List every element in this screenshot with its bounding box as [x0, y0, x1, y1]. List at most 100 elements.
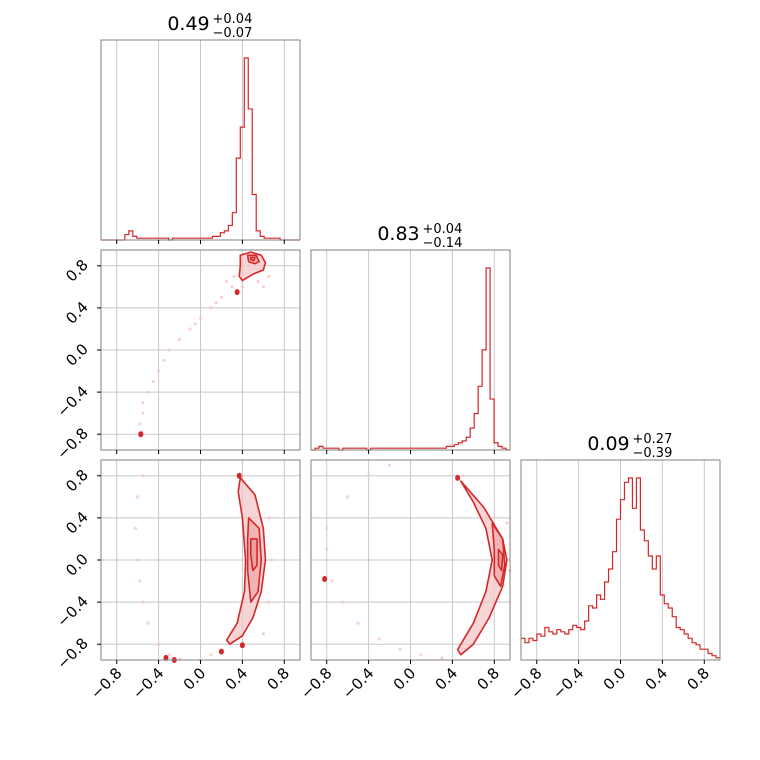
- histogram-3: [521, 477, 720, 659]
- sample-point: [157, 642, 161, 646]
- x-tick-label: −0.4: [129, 664, 167, 702]
- sample-point: [214, 301, 218, 305]
- sample-point: [261, 632, 265, 636]
- sample-point: [505, 521, 509, 525]
- param-title-lower-2: −0.14: [423, 236, 463, 251]
- sample-point: [167, 653, 171, 657]
- x-tick-label: 0.8: [684, 664, 714, 694]
- sample-point: [461, 474, 465, 478]
- sample-point: [151, 379, 155, 384]
- sample-point: [209, 306, 213, 310]
- sample-point: [136, 495, 140, 499]
- sample-point: [141, 401, 145, 405]
- y-tick-label: 0.0: [62, 340, 92, 370]
- sample-point: [219, 295, 224, 299]
- x-tick-label: −0.4: [339, 664, 377, 702]
- density-blob: [236, 472, 242, 479]
- sample-point: [261, 285, 265, 289]
- density-blob: [322, 575, 328, 582]
- param-title-3: 0.09: [587, 433, 629, 455]
- sample-point: [167, 348, 171, 352]
- sample-point: [419, 653, 423, 657]
- x-tick-label: 0.0: [390, 664, 420, 694]
- sample-point: [325, 547, 329, 552]
- sample-point: [256, 279, 260, 284]
- density-blob: [218, 648, 224, 655]
- sample-point: [387, 463, 392, 467]
- y-tick-label: 0.0: [62, 550, 92, 580]
- sample-point: [367, 474, 371, 478]
- sample-point: [377, 637, 381, 641]
- x-tick-label: 0.8: [264, 664, 294, 694]
- x-tick-label: −0.8: [87, 664, 125, 702]
- contour-level-1: [225, 477, 267, 646]
- x-tick-label: 0.8: [474, 664, 504, 694]
- sample-point: [141, 411, 145, 415]
- y-tick-label: −0.4: [53, 382, 91, 420]
- sample-point: [177, 337, 182, 342]
- y-tick-label: −0.8: [53, 424, 91, 462]
- sample-point: [225, 279, 229, 284]
- y-tick-label: 0.4: [62, 298, 92, 328]
- sample-point: [138, 579, 142, 583]
- param-title-1: 0.49: [167, 13, 209, 35]
- param-title-upper-3: +0.27: [633, 432, 673, 447]
- sample-point: [146, 621, 150, 625]
- sample-point: [266, 274, 271, 278]
- sample-point: [138, 422, 142, 426]
- sample-point: [232, 274, 236, 278]
- x-tick-label: −0.8: [507, 664, 545, 702]
- data-layer: [101, 57, 720, 663]
- sample-point: [188, 327, 192, 331]
- param-title-upper-2: +0.04: [423, 222, 463, 237]
- sample-point: [141, 600, 145, 604]
- param-title-lower-3: −0.39: [633, 446, 673, 461]
- y-tick-label: −0.8: [53, 634, 91, 672]
- sample-point: [198, 316, 203, 321]
- sample-point: [266, 600, 271, 604]
- sample-point: [330, 579, 334, 583]
- y-tick-label: 0.8: [62, 256, 92, 286]
- x-tick-label: 0.4: [222, 664, 252, 694]
- x-tick-label: −0.4: [549, 664, 587, 702]
- x-tick-label: 0.0: [180, 664, 210, 694]
- x-tick-label: 0.4: [432, 664, 462, 694]
- density-blob: [163, 654, 169, 661]
- density-blob: [234, 289, 240, 296]
- sample-point: [268, 516, 272, 520]
- x-tick-label: 0.0: [600, 664, 630, 694]
- frame-layer: [97, 39, 721, 664]
- x-tick-label: 0.4: [642, 664, 672, 694]
- y-tick-label: 0.4: [62, 508, 92, 538]
- y-tick-label: −0.4: [53, 592, 91, 630]
- sample-point: [146, 390, 150, 394]
- param-title-2: 0.83: [377, 223, 419, 245]
- sample-point: [141, 474, 145, 478]
- sample-point: [136, 558, 140, 562]
- sample-point: [346, 495, 350, 499]
- sample-point: [240, 285, 244, 289]
- sample-point: [230, 285, 234, 289]
- sample-point: [440, 656, 444, 660]
- contour-level-3: [497, 548, 504, 572]
- sample-point: [356, 621, 360, 625]
- sample-point: [325, 526, 329, 531]
- contour-level-3: [249, 256, 256, 262]
- y-tick-label: 0.8: [62, 466, 92, 496]
- sample-point: [157, 369, 161, 373]
- param-title-upper-1: +0.04: [213, 12, 253, 27]
- contour-level-3: [249, 538, 258, 572]
- sample-point: [340, 600, 345, 604]
- density-blob: [138, 431, 144, 438]
- sample-point: [209, 653, 213, 657]
- x-tick-label: −0.8: [297, 664, 335, 702]
- histogram-1: [101, 57, 300, 241]
- sample-point: [193, 322, 197, 326]
- contour-level-1: [456, 480, 508, 656]
- density-blob: [455, 474, 461, 481]
- density-blob: [239, 642, 245, 649]
- sample-point: [398, 647, 402, 652]
- contour-level-1: [238, 251, 267, 282]
- sample-point: [162, 358, 166, 363]
